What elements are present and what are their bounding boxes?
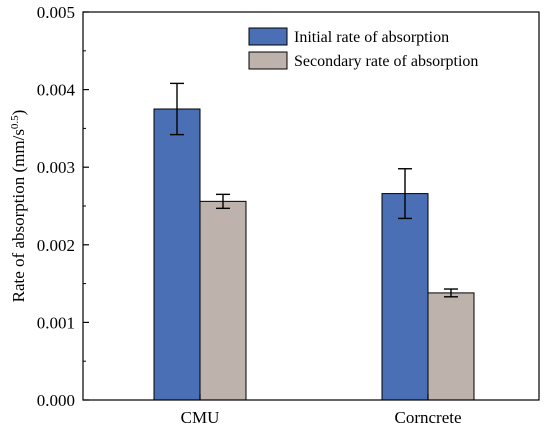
bar-secondary-corncrete — [427, 292, 475, 401]
x-tick-label: CMU — [181, 408, 220, 427]
y-tick-label: 0.001 — [37, 313, 75, 332]
legend-label: Initial rate of absorption — [294, 29, 449, 46]
legend-label: Secondary rate of absorption — [294, 53, 478, 70]
x-axis: CMU Corncrete — [181, 394, 462, 427]
error-bars-layer — [170, 82, 458, 298]
y-tick-label: 0.004 — [37, 81, 76, 100]
y-axis-label: Rate of absorption (mm/s0.5) — [9, 110, 28, 303]
y-tick-label: 0.005 — [37, 3, 75, 22]
bar-initial-cmu — [153, 108, 201, 401]
y-tick-label: 0.000 — [37, 391, 75, 410]
legend-swatch — [248, 51, 288, 70]
bar-initial-corncrete — [381, 193, 429, 401]
y-tick-label: 0.003 — [37, 158, 75, 177]
legend-swatch — [248, 27, 288, 46]
bars-layer — [153, 108, 475, 401]
y-tick-label: 0.002 — [37, 236, 75, 255]
legend: Initial rate of absorption Secondary rate… — [248, 27, 478, 70]
bar-secondary-cmu — [199, 200, 247, 401]
x-tick-label: Corncrete — [394, 408, 461, 427]
y-axis: 0.000 0.001 0.002 0.003 0.004 0.005 — [37, 3, 89, 410]
